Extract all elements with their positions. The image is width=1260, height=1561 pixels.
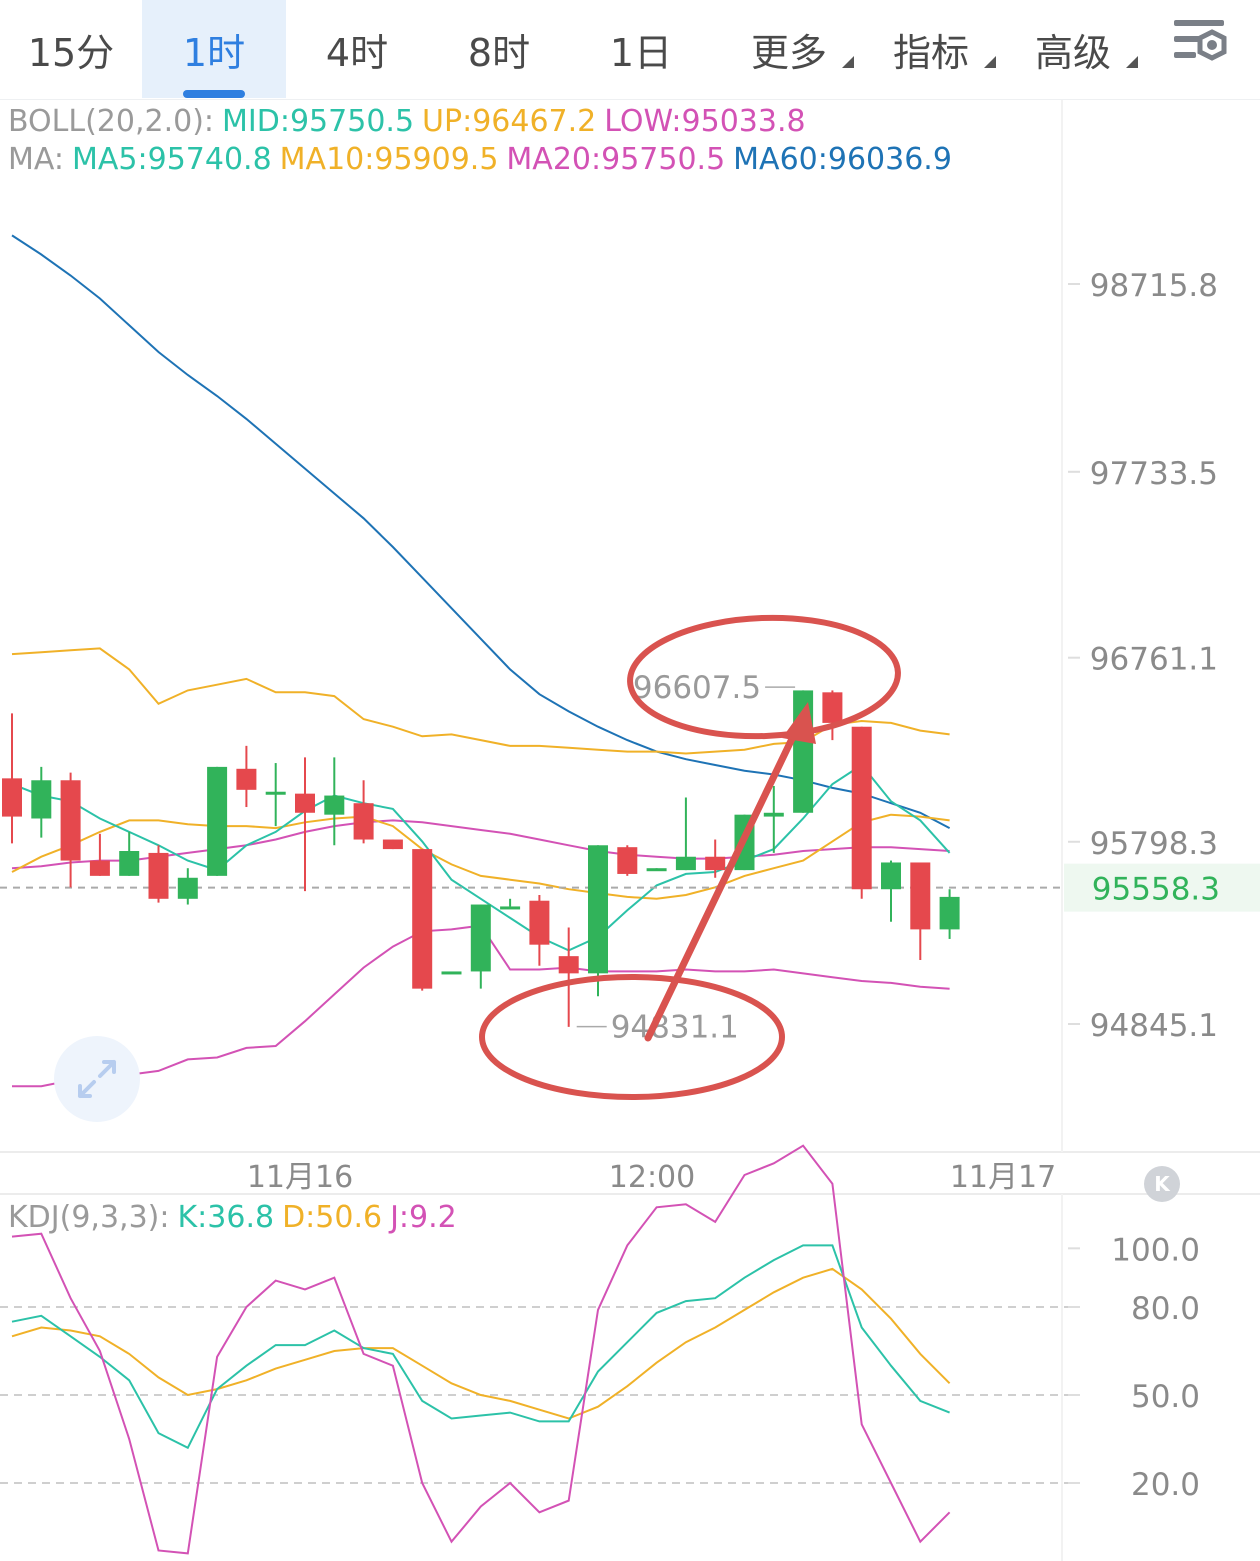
tab-1d[interactable]: 1日 [609,30,673,75]
high-annotation-circle [627,614,901,740]
ma-label: MA: [8,142,64,177]
expand-icon [78,1060,116,1098]
boll-up-value: UP:96467.2 [422,104,597,139]
tab-indicators[interactable]: 指标 [868,0,996,98]
k-button[interactable]: K [1144,1166,1180,1202]
candle-down [822,692,843,723]
timeframe-tabbar: 15分 1时 4时 8时 1日 更多 指标 高级 [0,0,1260,100]
annotation-arrow-head [782,702,816,744]
ma20-value: MA20:95750.5 [506,142,726,177]
kdj-tick-label: 100.0 [1111,1232,1200,1268]
tab-advanced[interactable]: 高级 [1010,0,1138,98]
price-tick-label: 94845.1 [1090,1008,1218,1044]
active-tab-indicator [183,90,245,98]
price-tick-label: 98715.8 [1090,268,1218,304]
current-price-label: 95558.3 [1092,872,1220,908]
current-price-badge [1064,863,1260,912]
candle-down [148,852,169,899]
candle-up [588,845,608,974]
candle-up [31,780,52,819]
kdj-j-line [11,1144,951,1555]
candle-down [295,793,315,813]
candle-down [382,839,403,850]
candle-down [412,849,433,989]
ma10-value: MA10:95909.5 [279,142,499,177]
candle-down [617,847,638,874]
ma5-value: MA5:95740.8 [72,142,272,177]
kdj-j-value: J:9.2 [390,1200,457,1235]
candle-up [265,791,286,795]
candle-up [324,795,345,815]
tab-more[interactable]: 更多 [726,0,854,98]
price-chart[interactable]: 98715.8 97733.5 96761.1 95798.3 94845.1 11月16… [0,100,1260,1561]
boll-mid-value: MID:95750.5 [222,104,415,139]
chart-settings-icon[interactable] [1168,16,1234,72]
kdj-tick-label: 50.0 [1131,1379,1200,1415]
candle-up [207,766,228,876]
kdj-tick-label: 80.0 [1131,1291,1200,1327]
ma-legend: MA: MA5:95740.8 MA10:95909.5 MA20:95750.5 MA… [8,142,960,177]
candle-up [177,877,198,899]
candle-down [705,856,726,871]
candle-up [763,812,784,817]
candle-down [2,778,22,817]
kdj-legend: KDJ(9,3,3): K:36.8 D:50.6 J:9.2 [8,1200,465,1235]
tab-4h[interactable]: 4时 [325,30,389,75]
kdj-label: KDJ(9,3,3): [8,1200,170,1235]
boll-label: BOLL(20,2.0): [8,104,215,139]
ma5-line [11,763,951,952]
dropdown-caret-icon [842,56,854,68]
candle-up [939,896,960,930]
candle-down [910,862,931,930]
boll-low-value: LOW:95033.8 [604,104,806,139]
candle-up [881,862,901,890]
candle-up [500,906,521,910]
kdj-d-value: D:50.6 [282,1200,383,1235]
ma10-line [11,813,950,900]
tab-1h[interactable]: 1时 [142,0,286,98]
high-price-label: 96607.5 [633,670,761,706]
expand-button[interactable] [54,1036,140,1122]
candle-up [119,851,140,876]
candle-down [558,956,579,974]
candle-up [675,856,696,871]
time-axis-label: 11月16 [247,1160,353,1195]
ma60-value: MA60:96036.9 [733,142,952,177]
kdj-k-line [11,1244,950,1450]
candle-down [353,803,374,840]
candle-up [470,904,491,972]
candle-down [60,780,81,861]
time-axis-label: 11月17 [950,1160,1056,1195]
candle-up [441,971,462,975]
price-tick-label: 96761.1 [1090,642,1218,678]
dropdown-caret-icon [1126,56,1138,68]
annotation-arrow-shaft [644,714,806,1042]
boll-legend: BOLL(20,2.0): MID:95750.5 UP:96467.2 LOW:95… [8,104,814,139]
candle-down [89,860,110,876]
kdj-tick-label: 20.0 [1131,1467,1200,1503]
tab-15min[interactable]: 15分 [27,30,115,75]
price-tick-label: 95798.3 [1090,826,1218,862]
candle-down [851,726,872,890]
candle-down [529,900,550,945]
price-tick-label: 97733.5 [1090,456,1218,492]
candle-down [236,768,257,790]
kdj-k-value: K:36.8 [177,1200,275,1235]
dropdown-caret-icon [984,56,996,68]
low-annotation-circle [479,974,785,1100]
candle-up [646,868,667,872]
candle-up [793,690,814,813]
tab-8h[interactable]: 8时 [467,30,531,75]
time-axis-label: 12:00 [609,1160,695,1195]
kdj-d-line [11,1267,951,1420]
low-price-label: 94831.1 [611,1010,739,1046]
